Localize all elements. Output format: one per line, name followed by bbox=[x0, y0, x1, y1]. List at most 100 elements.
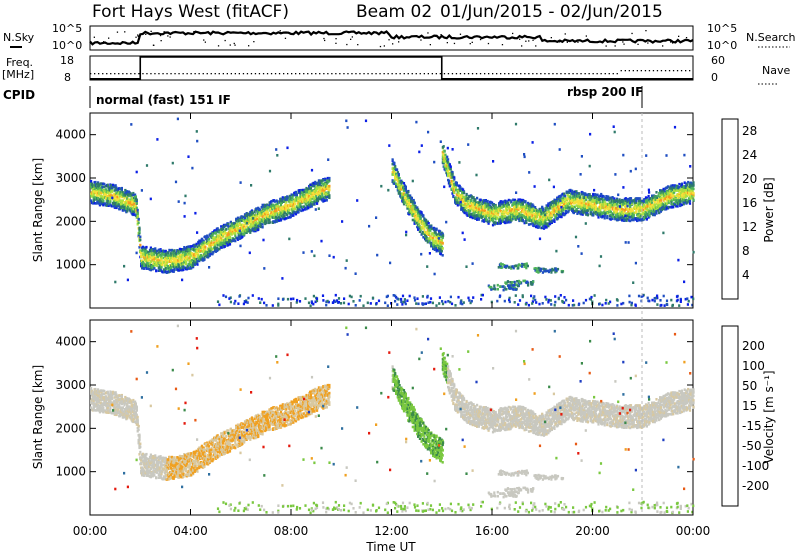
echo-cell bbox=[487, 203, 490, 206]
echo-cell bbox=[432, 240, 435, 243]
echo-cell bbox=[462, 188, 465, 191]
echo-cell bbox=[294, 207, 297, 211]
echo-cell bbox=[316, 199, 320, 203]
search-noise-dot bbox=[631, 32, 633, 35]
echo-cell bbox=[315, 182, 318, 185]
nave-dot bbox=[676, 70, 679, 72]
echo-cell bbox=[252, 229, 255, 233]
echo-cell bbox=[99, 199, 102, 203]
nave-dot bbox=[459, 73, 462, 75]
echo-cell bbox=[164, 254, 167, 258]
echo-cell bbox=[157, 248, 160, 252]
nave-dot bbox=[154, 73, 156, 75]
nave-dot bbox=[327, 73, 329, 75]
search-noise-dot bbox=[284, 37, 287, 39]
echo-cell bbox=[170, 259, 173, 263]
cpid-segment-rbsp: rbsp 200 IF bbox=[567, 85, 643, 99]
echo-cell bbox=[427, 222, 430, 225]
nave-dot bbox=[463, 73, 466, 75]
echo-cell bbox=[193, 263, 196, 266]
echo-cell bbox=[140, 255, 143, 258]
beam-label: Beam 02 bbox=[356, 2, 432, 22]
freq-tick-8: 8 bbox=[64, 71, 71, 84]
echo-cell bbox=[98, 198, 101, 201]
echo-cell bbox=[437, 244, 440, 247]
nave-tick-60: 60 bbox=[711, 54, 725, 67]
echo-cell bbox=[138, 246, 141, 249]
echo-cell bbox=[148, 256, 152, 260]
echo-cell bbox=[553, 220, 556, 223]
echo-cell bbox=[529, 222, 532, 226]
search-noise-dot bbox=[446, 42, 448, 44]
echo-cell bbox=[190, 254, 193, 257]
search-noise-dot bbox=[137, 34, 139, 36]
echo-cell bbox=[278, 219, 281, 222]
nave-dot bbox=[451, 73, 454, 75]
search-noise-dot bbox=[224, 39, 226, 42]
echo-cell bbox=[180, 263, 183, 267]
echo-cell bbox=[530, 212, 533, 215]
echo-cell bbox=[417, 208, 420, 211]
echo-cell bbox=[145, 245, 148, 249]
echo-cell bbox=[432, 247, 435, 251]
echo-cell bbox=[414, 212, 417, 215]
echo-cell bbox=[286, 195, 289, 198]
nave-dot bbox=[689, 70, 691, 72]
search-noise-dot bbox=[605, 45, 607, 47]
echo-cell bbox=[396, 179, 399, 183]
echo-cell bbox=[238, 232, 241, 235]
nave-dot bbox=[222, 73, 224, 75]
echo-cell bbox=[532, 204, 535, 208]
echo-cell bbox=[454, 200, 457, 204]
echo-cell bbox=[396, 171, 399, 174]
echo-cell bbox=[309, 186, 312, 189]
nave-dot bbox=[194, 73, 196, 75]
echo-cell bbox=[203, 258, 206, 261]
echo-cell bbox=[204, 241, 207, 245]
nave-dot bbox=[186, 73, 188, 75]
noise-tick-bottom-right: 10^0 bbox=[707, 39, 737, 52]
echo-cell bbox=[469, 215, 473, 219]
echo-cell bbox=[271, 208, 274, 211]
echo-cell bbox=[453, 185, 456, 188]
echo-cell bbox=[198, 259, 201, 263]
echo-cell bbox=[136, 212, 139, 215]
echo-cell bbox=[219, 235, 222, 238]
echo-cell bbox=[202, 239, 205, 243]
echo-cell bbox=[409, 194, 412, 197]
echo-cell bbox=[497, 210, 500, 214]
echo-cell bbox=[174, 256, 177, 260]
echo-cell bbox=[170, 256, 173, 260]
echo-cell bbox=[518, 212, 521, 216]
echo-cell bbox=[316, 186, 320, 190]
echo-cell bbox=[198, 239, 201, 243]
nave-dot bbox=[500, 73, 502, 75]
nave-dot bbox=[206, 73, 208, 75]
echo-cell bbox=[229, 220, 232, 224]
echo-cell bbox=[308, 195, 311, 198]
echo-cell bbox=[441, 254, 444, 257]
echo-cell bbox=[280, 201, 283, 204]
echo-cell bbox=[281, 196, 284, 199]
echo-cell bbox=[507, 203, 510, 207]
search-noise-dot bbox=[420, 39, 422, 41]
echo-cell bbox=[514, 200, 517, 204]
cpid-segment-normal: normal (fast) 151 IF bbox=[96, 93, 231, 107]
nave-dot bbox=[291, 73, 293, 75]
echo-cell bbox=[281, 197, 284, 201]
nave-dot bbox=[379, 73, 381, 75]
echo-cell bbox=[321, 194, 324, 197]
search-noise-dots bbox=[93, 30, 688, 48]
echo-cell bbox=[474, 199, 477, 203]
echo-cell bbox=[173, 249, 176, 252]
nave-dot bbox=[319, 73, 321, 75]
nave-dot bbox=[640, 70, 642, 72]
echo-cell bbox=[266, 213, 269, 216]
echo-cell bbox=[211, 247, 214, 251]
nave-dot bbox=[371, 73, 373, 75]
echo-cell bbox=[431, 227, 434, 230]
echo-cell bbox=[209, 245, 212, 248]
search-noise-dot bbox=[392, 43, 394, 45]
nave-dot bbox=[484, 73, 486, 75]
echo-cell bbox=[103, 182, 106, 186]
